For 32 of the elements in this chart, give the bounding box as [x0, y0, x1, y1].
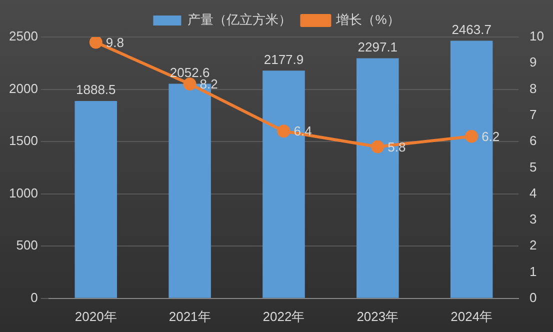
data-label: 9.8 [106, 34, 124, 50]
y2-tick-label: 1 [530, 264, 537, 279]
y2-tick-label: 3 [530, 212, 537, 227]
x-tick-label: 2023年 [356, 308, 399, 324]
legend-label: 增长（%） [335, 12, 400, 28]
y-tick-label: 2000 [9, 80, 38, 96]
y2-tick-label: 5 [530, 159, 537, 174]
y2-tick-label: 10 [530, 28, 544, 44]
y-tick-label: 1500 [9, 133, 38, 148]
x-tick-label: 2024年 [450, 308, 493, 324]
y2-tick-label: 6 [530, 133, 537, 148]
data-label: 5.8 [388, 139, 406, 154]
y2-tick-label: 2 [530, 238, 537, 253]
y-tick-label: 500 [16, 238, 38, 253]
y2-tick-label: 4 [530, 185, 537, 200]
data-label: 2463.7 [452, 22, 492, 37]
data-label: 2052.6 [170, 64, 210, 80]
data-label: 6.4 [294, 124, 312, 139]
x-tick-label: 2020年 [74, 308, 117, 324]
y-tick-label: 2500 [9, 28, 38, 44]
data-label: 2177.9 [264, 52, 304, 67]
y-tick-label: 1000 [9, 185, 38, 200]
x-tick-label: 2021年 [168, 308, 211, 324]
data-label: 2297.1 [358, 39, 398, 54]
data-label: 1888.5 [76, 82, 116, 98]
y2-tick-label: 0 [530, 290, 537, 305]
y-tick-label: 0 [30, 290, 38, 305]
y2-tick-label: 7 [530, 107, 537, 122]
y2-tick-label: 8 [530, 80, 537, 96]
x-tick-label: 2022年 [262, 308, 305, 324]
legend-label: 产量（亿立方米） [188, 12, 292, 28]
y2-tick-label: 9 [530, 54, 537, 70]
